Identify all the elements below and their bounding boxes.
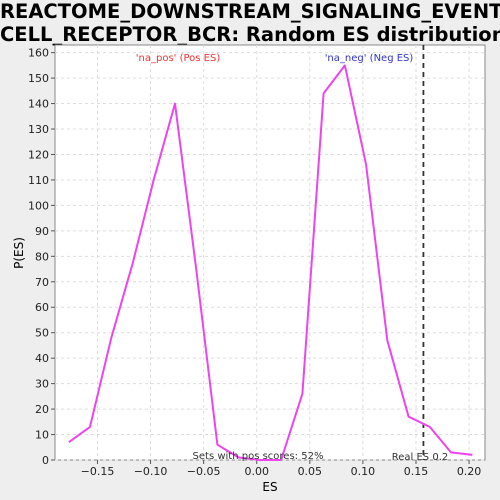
y-tick-label: 70 [35,276,49,289]
x-tick-label: −0.05 [187,465,221,478]
y-tick-label: 0 [42,454,49,467]
y-tick-label: 110 [28,174,49,187]
x-tick-label: 0.15 [404,465,429,478]
y-tick-label: 100 [28,199,49,212]
y-tick-label: 140 [28,98,49,111]
x-axis: −0.15 −0.10 −0.05 0.00 0.05 0.10 0.15 0.20 [81,460,482,478]
y-axis: 0 10 20 30 40 50 60 70 80 90 100 110 120 130 140 150 160 [28,47,55,467]
y-tick-label: 60 [35,301,49,314]
y-tick-label: 130 [28,123,49,136]
y-axis-label: P(ES) [12,237,26,269]
x-tick-label: 0.00 [244,465,269,478]
y-tick-label: 160 [28,47,49,60]
chart-title-line1: REACTOME_DOWNSTREAM_SIGNALING_EVENTS_OF_… [0,0,500,23]
x-tick-label: 0.05 [298,465,323,478]
y-tick-label: 150 [28,72,49,85]
y-tick-label: 120 [28,148,49,161]
y-tick-label: 30 [35,378,49,391]
x-tick-label: −0.15 [81,465,115,478]
sets-pos-scores-text: Sets with pos scores: 52% [193,451,324,462]
real-es-text: Real ES 0.2 [392,452,448,463]
x-axis-label: ES [262,480,277,494]
x-tick-label: −0.10 [134,465,168,478]
chart-title: REACTOME_DOWNSTREAM_SIGNALING_EVENTS_OF_… [0,0,500,46]
y-tick-label: 80 [35,250,49,263]
y-tick-label: 90 [35,225,49,238]
series-line [68,64,473,461]
pos-es-label: 'na_pos' (Pos ES) [136,53,221,64]
x-tick-label: 0.20 [457,465,482,478]
chart-title-line2: CELL_RECEPTOR_BCR: Random ES distributio… [0,23,500,46]
plot-area [54,44,486,461]
y-tick-label: 10 [35,429,49,442]
y-tick-label: 40 [35,352,49,365]
x-tick-label: 0.10 [351,465,376,478]
y-tick-label: 20 [35,403,49,416]
y-tick-label: 50 [35,327,49,340]
neg-es-label: 'na_neg' (Neg ES) [325,53,414,64]
